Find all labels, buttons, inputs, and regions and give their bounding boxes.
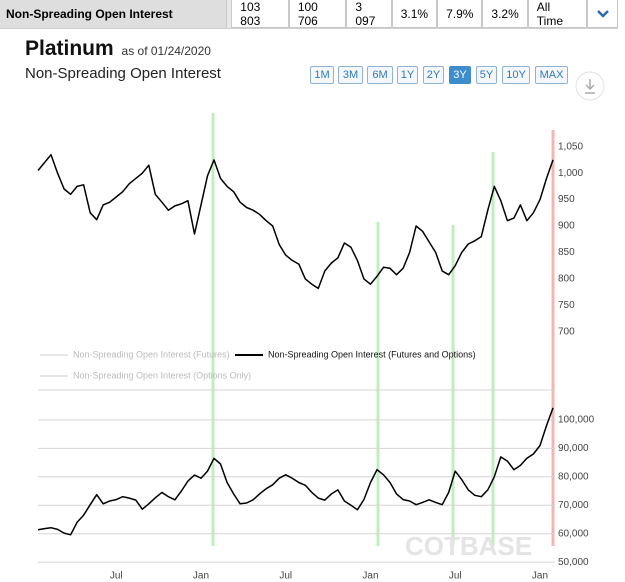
header-bar: Non-Spreading Open Interest 103 803 100 7… — [0, 0, 618, 29]
download-icon — [585, 79, 595, 94]
y-tick-label: 70,000 — [558, 500, 589, 511]
dropdown-button[interactable] — [587, 0, 618, 28]
header-cell: 3.2% — [482, 0, 528, 28]
header-cell: 100 706 — [288, 0, 347, 28]
price-line — [37, 407, 554, 536]
range-button[interactable]: 3Y — [449, 66, 471, 84]
range-button[interactable]: 6M — [367, 66, 393, 84]
x-tick-label: Jan — [532, 571, 548, 582]
legend-label: Non-Spreading Open Interest (Futures and… — [268, 349, 476, 359]
range-button[interactable]: 2Y — [423, 66, 444, 84]
y-tick-label: 90,000 — [558, 443, 589, 454]
y-tick-label: 1,050 — [558, 141, 583, 152]
period-select[interactable]: All Time — [527, 0, 588, 28]
legend-item[interactable]: Non-Spreading Open Interest (Options Onl… — [40, 370, 251, 380]
header-cell: 3 097 — [346, 0, 392, 28]
y-tick-label: 700 — [558, 326, 575, 337]
y-tick-label: 80,000 — [558, 471, 589, 482]
range-button[interactable]: 1Y — [397, 66, 418, 84]
title: Platinum — [25, 37, 114, 60]
price-line — [37, 153, 554, 290]
y-tick-label: 850 — [558, 247, 575, 258]
x-tick-label: Jul — [279, 571, 292, 582]
legend-label: Non-Spreading Open Interest (Options Onl… — [73, 370, 251, 380]
y-tick-label: 60,000 — [558, 528, 589, 539]
chevron-icon — [596, 9, 609, 18]
as-of: as of 01/24/2020 — [121, 44, 211, 58]
y-tick-label: 800 — [558, 274, 575, 285]
range-button[interactable]: 10Y — [502, 66, 530, 84]
y-tick-label: 900 — [558, 221, 575, 232]
header-cell: 103 803 — [231, 0, 289, 28]
y-tick-label: 50,000 — [558, 557, 589, 568]
range-button[interactable]: MAX — [535, 66, 568, 84]
header-cells: 103 803 100 706 3 097 3.1% 7.9% 3.2% — [231, 0, 528, 28]
x-tick-label: Jul — [449, 571, 462, 582]
header-cell: 7.9% — [437, 0, 483, 28]
y-tick-label: 1,000 — [558, 168, 583, 179]
subtitle: Non-Spreading Open Interest — [25, 65, 221, 82]
y-tick-label: 100,000 — [558, 415, 595, 426]
header-cell: 3.1% — [391, 0, 438, 28]
signal-lines — [211, 113, 555, 546]
x-tick-label: Jan — [362, 571, 378, 582]
header-label: Non-Spreading Open Interest — [0, 0, 228, 28]
y-tick-label: 750 — [558, 300, 575, 311]
legend-item[interactable]: Non-Spreading Open Interest (Futures) — [40, 349, 230, 359]
title-row: Platinum as of 01/24/2020 — [25, 37, 211, 61]
x-tick-label: Jan — [193, 571, 209, 582]
range-button[interactable]: 1M — [310, 66, 334, 84]
watermark: COTBASE — [405, 531, 532, 561]
range-button[interactable]: 5Y — [476, 66, 497, 84]
legend-item[interactable]: Non-Spreading Open Interest (Futures and… — [235, 349, 476, 359]
x-tick-label: Jul — [110, 571, 123, 582]
legend-label: Non-Spreading Open Interest (Futures) — [73, 349, 230, 359]
y-tick-label: 950 — [558, 194, 575, 205]
range-button[interactable]: 3M — [338, 66, 363, 84]
